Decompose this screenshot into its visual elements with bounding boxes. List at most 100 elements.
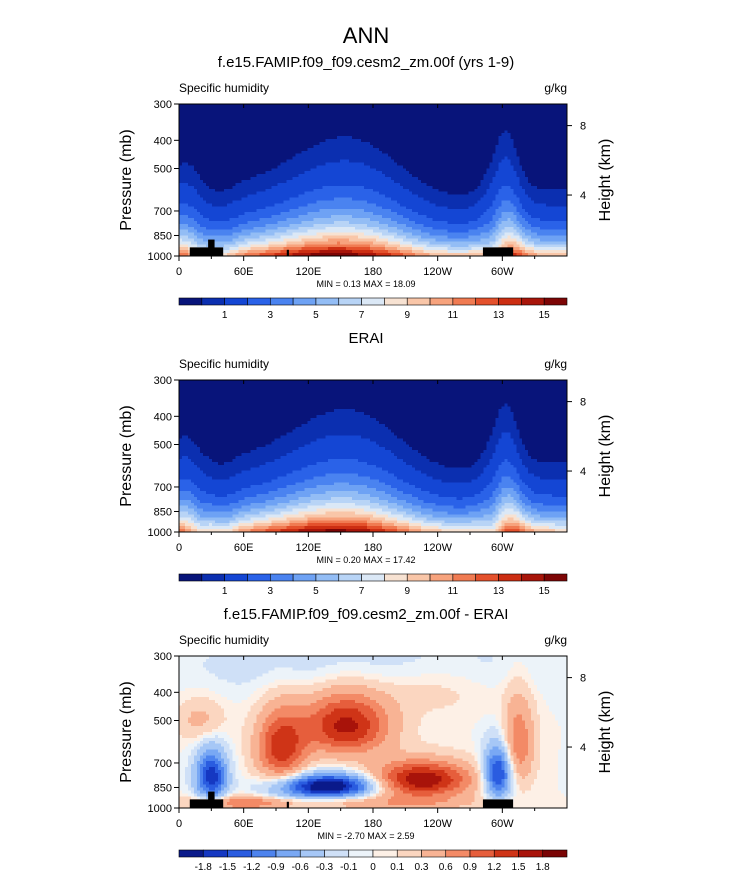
panel-1-cell — [519, 124, 523, 128]
panel-1-cell — [429, 150, 434, 155]
panel-1-cell — [390, 139, 395, 143]
panel-1-cell — [441, 144, 446, 149]
panel-1-cell — [471, 150, 476, 155]
panel-1-cell — [232, 150, 237, 155]
panel-1-cell — [286, 104, 291, 108]
panel-1-cell — [283, 127, 288, 131]
panel-1-cell — [465, 106, 470, 111]
panel-1-cell — [471, 147, 476, 152]
panel-1-cell — [229, 121, 234, 126]
panel-1-cell — [546, 133, 550, 137]
panel-1-cell — [331, 106, 335, 111]
panel-1-cell — [199, 153, 204, 158]
panel-1-cell — [334, 144, 338, 149]
panel-1-cell — [411, 142, 416, 146]
panel-1-cell — [423, 121, 428, 126]
panel-1-cell — [310, 139, 314, 143]
panel-1-cell — [429, 153, 434, 158]
panel-1-cell — [483, 150, 488, 155]
panel-1-cell — [528, 121, 532, 126]
panel-1-cell — [456, 142, 461, 146]
panel-1-cell — [552, 150, 556, 155]
panel-1-cell — [349, 153, 353, 158]
panel-1-cell — [229, 115, 234, 120]
panel-1-cell — [519, 153, 523, 158]
panel-1-cell — [337, 115, 341, 120]
panel-1-cell — [447, 136, 452, 140]
panel-1-cell — [250, 109, 255, 114]
panel-1-cell — [471, 136, 476, 140]
panel-1-cell — [229, 133, 234, 137]
panel-1-cell — [375, 133, 380, 137]
panel-1-cell — [256, 121, 261, 126]
panel-1-cell — [370, 130, 374, 134]
panel-1-cell — [289, 124, 294, 128]
panel-1-cell — [373, 106, 377, 111]
panel-1-cell — [444, 136, 449, 140]
panel-1-cell — [453, 124, 458, 128]
panel-1-cell — [465, 112, 470, 117]
panel-1-cell — [313, 124, 317, 128]
panel-1-cell — [471, 118, 476, 123]
panel-1-cell — [420, 133, 425, 137]
panel-1-cell — [432, 133, 437, 137]
panel-1-cell — [432, 121, 437, 126]
panel-1-cell — [480, 150, 485, 155]
panel-1-cell — [367, 142, 371, 146]
panel-1-cell — [393, 136, 398, 140]
panel-1-cell — [561, 147, 565, 152]
panel-1-cell — [462, 130, 467, 134]
panel-1-cell — [492, 104, 496, 108]
panel-1-cell — [298, 112, 302, 117]
panel-1-cell — [411, 121, 416, 126]
panel-1-cell — [334, 112, 338, 117]
panel-1-cell — [358, 147, 362, 152]
panel-1-cell — [396, 112, 401, 117]
panel-1-cell — [214, 153, 219, 158]
panel-1-cell — [295, 106, 299, 111]
panel-1-cell — [238, 150, 243, 155]
panel-1-cell — [334, 136, 338, 140]
panel-1-cell — [417, 147, 422, 152]
panel-1-cell — [501, 153, 505, 158]
panel-1-cell — [286, 139, 291, 143]
panel-1-cell — [283, 147, 288, 152]
panel-1-cell — [390, 121, 395, 126]
panel-1-cell — [262, 150, 267, 155]
panel-1-cell — [214, 136, 219, 140]
panel-1-cell — [196, 147, 201, 152]
panel-1-cell — [480, 142, 485, 146]
panel-1-cell — [414, 109, 419, 114]
panel-1-cell — [441, 147, 446, 152]
panel-1-cell — [196, 104, 201, 108]
panel-1-cell — [220, 142, 225, 146]
panel-1-cell — [375, 106, 380, 111]
panel-1-cell — [346, 130, 350, 134]
panel-1-cell — [346, 115, 350, 120]
panel-1-cell — [181, 121, 186, 126]
panel-1-cell — [456, 121, 461, 126]
panel-1-cell — [265, 144, 270, 149]
panel-1-cell — [274, 127, 279, 131]
panel-1-cell — [540, 139, 544, 143]
panel-1-cell — [396, 130, 401, 134]
panel-1-cell — [423, 142, 428, 146]
panel-1-cell — [402, 139, 407, 143]
panel-1-cell — [343, 153, 347, 158]
panel-1-cell — [313, 153, 317, 158]
panel-1-cell — [498, 112, 502, 117]
panel-1-cell — [450, 133, 455, 137]
panel-1-cell — [220, 144, 225, 149]
panel-1-cell — [277, 118, 282, 123]
panel-1-cell — [402, 109, 407, 114]
panel-1-cell — [531, 142, 535, 146]
panel-1-cell — [253, 133, 258, 137]
panel-1-cell — [322, 142, 326, 146]
panel-1-cell — [468, 104, 473, 108]
panel-1-cell — [370, 104, 374, 108]
panel-1-cell — [316, 139, 320, 143]
panel-1-cell — [316, 104, 320, 108]
panel-1-cell — [546, 136, 550, 140]
panel-1-cell — [426, 150, 431, 155]
panel-1-cell — [384, 127, 389, 131]
